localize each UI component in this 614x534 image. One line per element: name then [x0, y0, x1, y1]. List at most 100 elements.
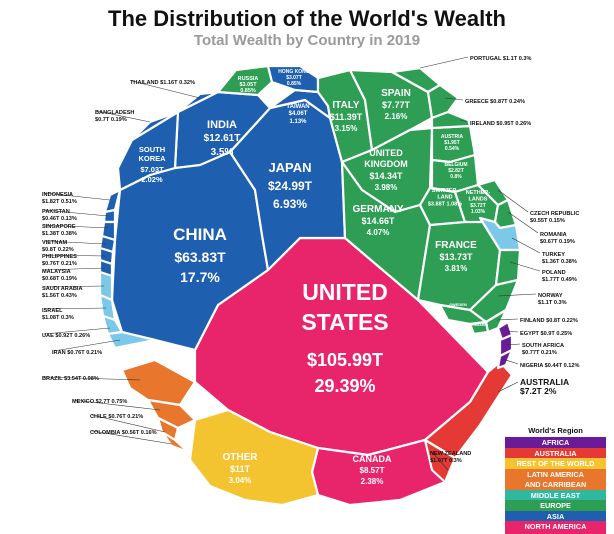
callout-label-philippines: PHILIPPINES [42, 254, 77, 260]
cell-denmark [468, 320, 490, 336]
callout-label-australia: AUSTRALIA [520, 377, 569, 387]
callout-line-portugal [419, 56, 469, 69]
callout-label-mexico: MEXICO $2.7T 0.75% [72, 399, 127, 405]
cell-label-belgium-1: $2.82T [448, 168, 464, 174]
cell-label-spain-1: $7.77T [382, 100, 411, 110]
cell-label-canada-2: 2.38% [361, 477, 384, 486]
callout-value-romania: $0.67T 0.19% [540, 239, 575, 245]
cell-ireland [430, 110, 472, 130]
callout-label-southafrica: SOUTH AFRICA [522, 343, 564, 349]
callout-label-czech: CZECH REPUBLIC [530, 211, 579, 217]
callout-label-poland: POLAND [542, 270, 566, 276]
cell-label-netherlands-3: 1.03% [471, 209, 486, 215]
callout-label-newzealand: NEW ZEALAND [430, 451, 471, 457]
chart-title: The Distribution of the World's Wealth [108, 6, 506, 31]
callout-label-norway: NORWAY [538, 293, 563, 299]
callout-line-uae [43, 327, 111, 335]
callout-label-iran: IRAN $0.76T 0.21% [52, 350, 102, 356]
cell-label-united-kingdom-2: $14.34T [369, 171, 403, 181]
cell-bangladesh [130, 110, 180, 142]
callout-value-newzealand: $1.07T 0.3% [430, 458, 462, 464]
cell-mexico [146, 398, 197, 430]
callout-label-greece: GREECE $0.87T 0.24% [465, 99, 525, 105]
cell-thailand [176, 90, 220, 114]
callout-line-bangladesh [96, 110, 151, 123]
callout-line-norway [497, 293, 537, 297]
cell-label-denmark-0: DENMARK [469, 323, 487, 327]
cell-label-united-states-2: $105.99T [307, 350, 383, 370]
legend-item-and-carribean: AND CARRIBEAN [505, 479, 606, 492]
cell-label-south-korea-2: $7.03T [140, 165, 164, 174]
legend-item-north-america: NORTH AMERICA [505, 521, 606, 534]
callout-line-southafrica [506, 343, 521, 346]
callout-label-chile: CHILE $0.76T 0.21% [90, 414, 143, 420]
callout-label-romania: ROMANIA [540, 232, 567, 238]
callout-label-bangladesh: BANGLADESH [95, 110, 134, 116]
cell-label-united-states-3: 29.39% [314, 376, 375, 396]
cell-label-other-0: OTHER [223, 452, 259, 463]
cell-label-switzerland-2: $3.88T 1.08% [428, 202, 462, 208]
cell-label-canada-0: CANADA [353, 454, 392, 464]
callout-value-vietnam: $0.8T 0.22% [42, 247, 74, 253]
cell-label-hong-kong-1: $3.07T [286, 75, 302, 81]
callout-label-thailand: THAILAND $1.16T 0.32% [130, 80, 195, 86]
cell-label-netherlands-0: NETHER- [466, 190, 491, 196]
cell-switzerland [418, 186, 467, 227]
cell-colombia [160, 430, 190, 454]
legend-title: World's Region [528, 426, 583, 435]
cell-label-russia-2: 0.85% [240, 88, 256, 94]
cell-label-italy-2: 3.15% [335, 124, 358, 133]
callout-label-indonesia: INDONESIA [42, 192, 73, 198]
cell-label-italy-1: $11.39T [330, 112, 363, 122]
chart-subtitle: Total Wealth by Country in 2019 [193, 32, 421, 49]
cell-label-india-0: INDIA [207, 119, 237, 131]
cell-label-russia-0: RUSSIA [238, 76, 259, 82]
cell-romania [493, 198, 518, 230]
cell-label-other-2: 3.04% [229, 476, 252, 485]
cell-label-germany-2: 4.07% [367, 228, 390, 237]
callout-value-israel: $1.08T 0.3% [42, 315, 74, 321]
legend-item-australia: AUSTRALIA [505, 447, 606, 461]
callout-label-turkey: TURKEY [542, 252, 565, 258]
cell-other [188, 408, 320, 507]
cell-label-united-kingdom-1: KINGDOM [364, 159, 408, 169]
callout-label-singapore: SINGAPORE [42, 224, 76, 230]
cell-label-sweden-0: SWEDEN [449, 302, 467, 307]
legend-item-latin-america: LATIN AMERICA [505, 468, 606, 482]
callout-value-indonesia: $1.82T 0.51% [42, 199, 77, 205]
cell-label-canada-1: $8.57T [360, 466, 385, 475]
callout-label-finland: FINLAND $0.8T 0.22% [520, 318, 578, 324]
callout-line-vietnam [43, 240, 107, 245]
callout-line-poland [509, 261, 541, 272]
cell-label-japan-2: 6.93% [273, 197, 307, 211]
cell-label-united-states-1: STATES [301, 309, 388, 335]
cell-label-india-1: $12.61T [204, 133, 241, 144]
cell-label-taiwan-0: TAIWAN [286, 104, 309, 110]
callout-value-singapore: $1.38T 0.38% [42, 231, 77, 237]
callout-value-australia: $7.2T 2% [520, 386, 557, 396]
cell-label-austria-2: 0.54% [445, 146, 460, 152]
cell-label-japan-1: $24.99T [268, 179, 313, 193]
cell-label-united-kingdom-3: 3.98% [375, 183, 398, 192]
cell-label-other-1: $11T [230, 464, 251, 474]
cell-label-south-korea-1: KOREA [138, 154, 166, 163]
cell-label-france-0: FRANCE [435, 240, 477, 251]
callout-line-thailand [131, 80, 201, 99]
cell-label-germany-0: GERMANY [352, 204, 403, 215]
callout-value-saudi: $1.56T 0.43% [42, 293, 77, 299]
callout-value-philippines: $0.76T 0.21% [42, 261, 77, 267]
cell-label-switzerland-0: SWITZER- [432, 188, 459, 194]
callout-line-nigeria [502, 358, 519, 365]
callout-line-australia [497, 381, 519, 393]
callout-line-saudi [43, 285, 105, 288]
cell-label-south-korea-0: SOUTH [139, 145, 165, 154]
cell-label-switzerland-1: LAND [437, 195, 452, 201]
callout-label-brazil: BRAZIL $3.54T 0.98% [42, 376, 99, 382]
cell-label-china-2: 17.7% [180, 269, 220, 285]
callout-label-malaysia: MALAYSIA [42, 269, 71, 275]
callout-line-israel [43, 307, 107, 310]
cell-greece [426, 83, 460, 120]
legend-item-rest-of-the-world: REST OF THE WORLD [505, 458, 606, 471]
cell-label-spain-0: SPAIN [381, 88, 411, 99]
